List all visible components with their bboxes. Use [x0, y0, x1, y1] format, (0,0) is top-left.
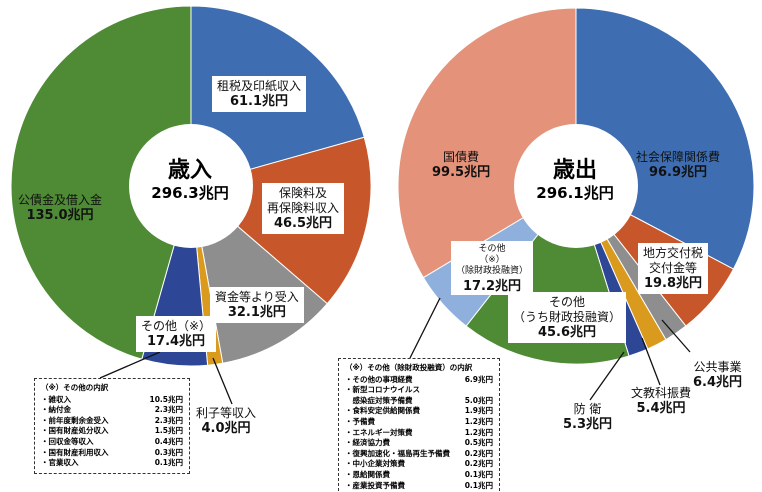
note-item-value: 6.9兆円 [464, 374, 493, 384]
note-item-label: ・その他の事項経費 [345, 374, 413, 384]
slice-label-insurance: 保険料及 再保険料収入 46.5兆円 [262, 183, 345, 234]
expenditure-other-breakdown-note: （※）その他（除財政投融資）の内訳 ・その他の事項経費 6.9兆円・新型コロナウイル… [338, 358, 500, 492]
note-item: ・予備費 1.2兆円 [345, 417, 493, 428]
note-item: ・経済協力費 0.5兆円 [345, 438, 493, 449]
note-item-value: 1.2兆円 [464, 416, 493, 426]
note-item-label: ・国有財産利用収入 [41, 447, 109, 457]
note-item: ・産業投資予備費 0.1兆円 [345, 481, 493, 492]
note-item-value: 0.2兆円 [464, 448, 493, 458]
note-item-value: 5.0兆円 [464, 395, 493, 405]
note-item: ・中小企業対策費 0.2兆円 [345, 459, 493, 470]
slice-label-education: 文教科振費 5.4兆円 [631, 386, 692, 416]
slice-label-other-expenditure: その他 （※） （除財政投融資） 17.2兆円 [451, 241, 534, 295]
revenue-total: 296.3兆円 [151, 184, 229, 202]
note-item: ・エネルギー対策費 1.2兆円 [345, 428, 493, 439]
note-item-label: ・経済協力費 [345, 438, 390, 448]
note-item: ・新型コロナウイルス [345, 385, 493, 396]
slice-label-other-revenue: その他（※） 17.4兆円 [136, 316, 217, 352]
leader-line [641, 337, 661, 386]
note-item-value: 1.5兆円 [154, 426, 183, 436]
expenditure-total: 296.1兆円 [536, 184, 614, 202]
note-item-value: 0.4兆円 [154, 436, 183, 446]
leader-line [99, 351, 161, 379]
note-item: ・その他の事項経費 6.9兆円 [345, 375, 493, 386]
slice-label-debt: 国債費 99.5兆円 [432, 150, 491, 180]
donut-hole [129, 124, 253, 248]
note-item-value: 0.3兆円 [154, 447, 183, 457]
note-item-value: 1.2兆円 [464, 427, 493, 437]
slice-label-funds: 資金等より受入 32.1兆円 [210, 287, 304, 323]
slice-label-interest: 利子等収入 4.0兆円 [196, 406, 257, 436]
note-item: ・官業収入 0.1兆円 [41, 458, 183, 469]
note-item-label: ・エネルギー対策費 [345, 427, 413, 437]
note-item: 感染症対策予備費 5.0兆円 [345, 396, 493, 407]
slice-label-tax: 租税及印紙収入 61.1兆円 [212, 76, 307, 112]
note-item-value: 0.1兆円 [464, 469, 493, 479]
note-item: ・食料安定供給関係費 1.9兆円 [345, 406, 493, 417]
note-item-value: 0.1兆円 [154, 458, 183, 468]
note-item-label: ・国有財産処分収入 [41, 426, 109, 436]
slice-label-bonds: 公債金及借入金 135.0兆円 [18, 193, 103, 223]
pie-slice-0-5 [10, 5, 192, 360]
leader-line [409, 297, 441, 359]
note-item-value: 2.3兆円 [154, 415, 183, 425]
donut-hole [514, 124, 638, 248]
note-item-value: 0.1兆円 [464, 480, 493, 490]
note-item-label: ・前年度剰余金受入 [41, 415, 109, 425]
note-item: ・回収金等収入 0.4兆円 [41, 437, 183, 448]
note-item-label: ・新型コロナウイルス [345, 385, 420, 395]
slice-label-defense: 防 衛 5.3兆円 [563, 402, 613, 432]
note-item: ・国有財産処分収入 1.5兆円 [41, 426, 183, 437]
note-item-value: 2.3兆円 [154, 405, 183, 415]
slice-label-other-fiscal-loan: その他 （うち財政投融資） 45.6兆円 [508, 292, 627, 343]
slice-label-local-tax: 地方交付税 交付金等 19.8兆円 [638, 243, 709, 294]
note-item: ・復興加速化・福島再生予備費 0.2兆円 [345, 449, 493, 460]
note-item-value: 10.5兆円 [149, 394, 183, 404]
note-item-label: 感染症対策予備費 [345, 395, 413, 405]
note-item: ・恩給関係費 0.1兆円 [345, 470, 493, 481]
note-item-label: ・恩給関係費 [345, 469, 390, 479]
note-item: ・納付金 2.3兆円 [41, 405, 183, 416]
note-item-value: 0.5兆円 [464, 438, 493, 448]
note-title: （※）その他の内訳 [41, 383, 109, 392]
revenue-center-label: 歳入 296.3兆円 [140, 158, 240, 202]
leader-line [661, 319, 691, 353]
expenditure-center-label: 歳出 296.1兆円 [525, 158, 625, 202]
revenue-other-breakdown-note: （※）その他の内訳 ・雑収入 10.5兆円 ・納付金 2.3兆円 ・前年度剰余金受入 2.3… [34, 378, 190, 474]
revenue-title: 歳入 [167, 158, 212, 183]
note-item-label: ・産業投資予備費 [345, 480, 405, 490]
note-item-label: ・復興加速化・福島再生予備費 [345, 448, 450, 458]
note-item-label: ・雑収入 [41, 394, 71, 404]
note-title: （※）その他（除財政投融資）の内訳 [345, 363, 473, 372]
note-item-label: ・回収金等収入 [41, 436, 94, 446]
note-item: ・前年度剰余金受入 2.3兆円 [41, 416, 183, 427]
note-item: ・雑収入 10.5兆円 [41, 395, 183, 406]
note-item: ・国有財産利用収入 0.3兆円 [41, 448, 183, 459]
note-item-label: ・予備費 [345, 416, 375, 426]
note-item-label: ・中小企業対策費 [345, 459, 405, 469]
note-item-value: 1.9兆円 [464, 406, 493, 416]
note-item-value: 0.2兆円 [464, 459, 493, 469]
leader-line [212, 357, 233, 405]
slice-label-public-works: 公共事業 6.4兆円 [693, 360, 743, 390]
slice-label-social-security: 社会保障関係費 96.9兆円 [636, 150, 721, 180]
expenditure-title: 歳出 [552, 158, 597, 183]
note-item-label: ・納付金 [41, 405, 71, 415]
note-item-label: ・食料安定供給関係費 [345, 406, 420, 416]
leader-line [589, 351, 625, 401]
note-item-label: ・官業収入 [41, 458, 79, 468]
